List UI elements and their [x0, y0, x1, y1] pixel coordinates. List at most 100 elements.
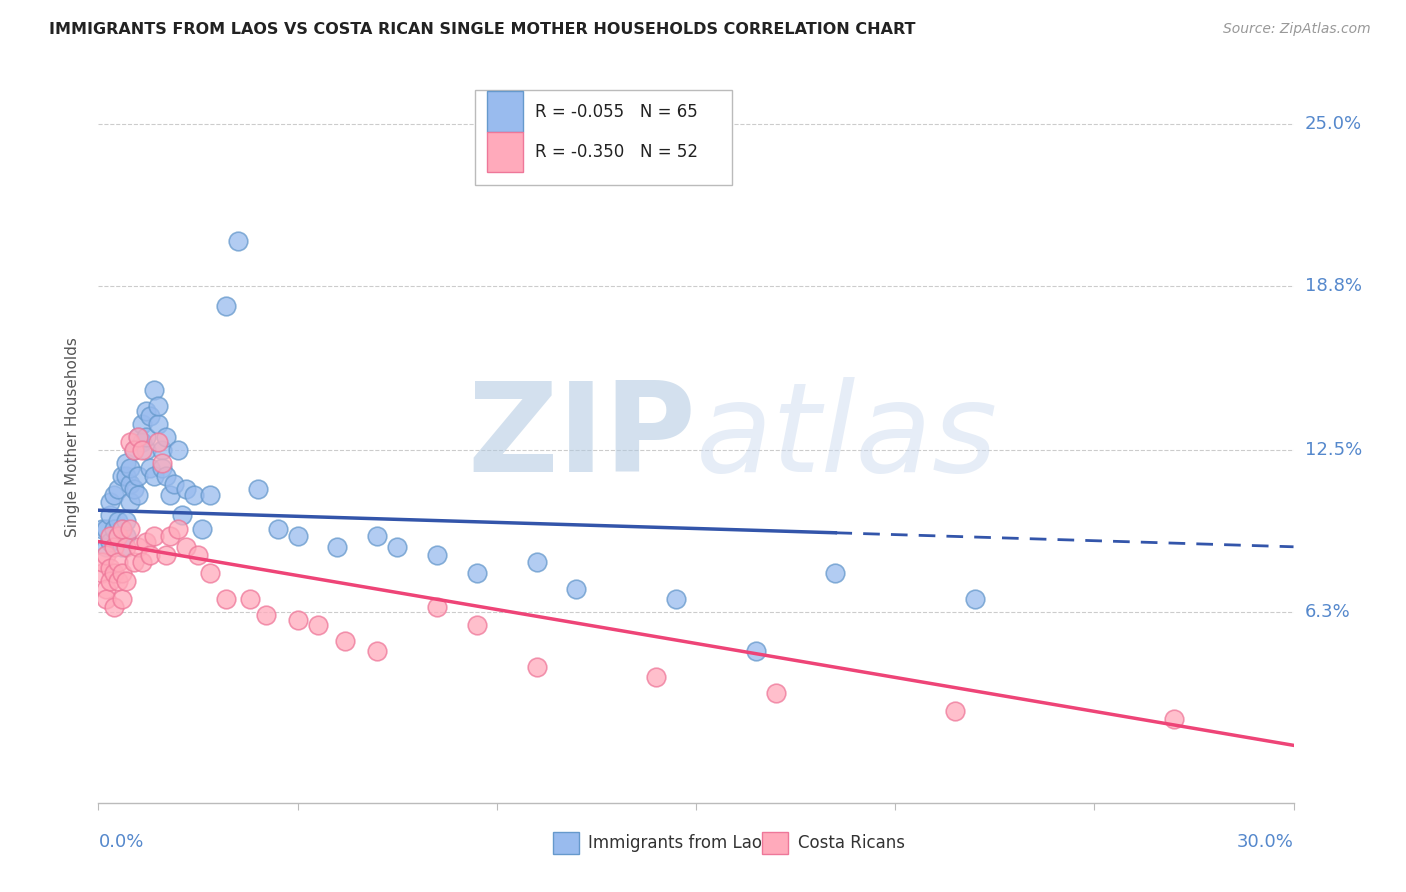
Point	[111, 469, 134, 483]
Point	[1163, 712, 1185, 726]
Point	[143, 469, 166, 483]
Point	[131, 435, 153, 450]
Text: Costa Ricans: Costa Ricans	[797, 834, 904, 852]
Point	[139, 461, 162, 475]
Point	[139, 548, 162, 562]
Point	[465, 618, 488, 632]
Point	[526, 660, 548, 674]
Point	[167, 521, 190, 535]
Bar	[553, 832, 579, 854]
Point	[107, 529, 129, 543]
Point	[174, 540, 197, 554]
Point	[150, 461, 173, 475]
Point	[120, 477, 142, 491]
Point	[98, 529, 122, 543]
Point	[426, 548, 449, 562]
Point	[267, 521, 290, 535]
Point	[174, 483, 197, 497]
Point	[963, 592, 986, 607]
Point	[107, 574, 129, 588]
Point	[107, 483, 129, 497]
Point	[172, 508, 194, 523]
Point	[120, 495, 142, 509]
Point	[98, 560, 122, 574]
Point	[91, 566, 114, 580]
Point	[115, 514, 138, 528]
Point	[163, 477, 186, 491]
Bar	[486, 132, 523, 172]
Point	[645, 670, 668, 684]
Point	[335, 633, 357, 648]
Point	[426, 599, 449, 614]
Point	[135, 534, 157, 549]
Point	[98, 495, 122, 509]
Point	[148, 399, 170, 413]
Text: 0.0%: 0.0%	[98, 833, 143, 851]
Point	[215, 300, 238, 314]
Point	[135, 404, 157, 418]
Point	[124, 443, 146, 458]
Text: 25.0%: 25.0%	[1305, 114, 1362, 133]
Point	[96, 582, 118, 596]
Point	[91, 556, 114, 570]
Point	[107, 529, 129, 543]
Point	[465, 566, 488, 580]
Point	[159, 529, 181, 543]
Point	[187, 548, 209, 562]
Point	[131, 417, 153, 431]
Bar	[486, 92, 523, 132]
FancyBboxPatch shape	[475, 90, 733, 185]
Point	[111, 521, 134, 535]
Point	[98, 534, 122, 549]
Point	[155, 430, 177, 444]
Text: R = -0.055   N = 65: R = -0.055 N = 65	[534, 103, 697, 120]
Point	[107, 556, 129, 570]
Point	[127, 430, 149, 444]
Point	[167, 443, 190, 458]
Point	[191, 521, 214, 535]
Point	[366, 529, 388, 543]
Point	[115, 469, 138, 483]
Text: R = -0.350   N = 52: R = -0.350 N = 52	[534, 143, 697, 161]
Y-axis label: Single Mother Households: Single Mother Households	[65, 337, 80, 537]
Point	[526, 556, 548, 570]
Point	[565, 582, 588, 596]
Point	[287, 613, 309, 627]
Text: ZIP: ZIP	[467, 376, 696, 498]
Point	[159, 487, 181, 501]
Point	[665, 592, 688, 607]
Point	[124, 483, 146, 497]
Point	[155, 469, 177, 483]
Point	[150, 443, 173, 458]
Point	[366, 644, 388, 658]
Point	[943, 705, 966, 719]
Point	[115, 540, 138, 554]
Point	[111, 521, 134, 535]
Point	[135, 430, 157, 444]
Text: IMMIGRANTS FROM LAOS VS COSTA RICAN SINGLE MOTHER HOUSEHOLDS CORRELATION CHART: IMMIGRANTS FROM LAOS VS COSTA RICAN SING…	[49, 22, 915, 37]
Point	[103, 566, 125, 580]
Point	[127, 430, 149, 444]
Point	[111, 566, 134, 580]
Point	[124, 556, 146, 570]
Point	[198, 487, 221, 501]
Point	[143, 529, 166, 543]
Point	[115, 529, 138, 543]
Point	[115, 456, 138, 470]
Point	[120, 461, 142, 475]
Point	[127, 487, 149, 501]
Point	[254, 607, 277, 622]
Text: atlas: atlas	[696, 376, 998, 498]
Point	[385, 540, 409, 554]
Text: Source: ZipAtlas.com: Source: ZipAtlas.com	[1223, 22, 1371, 37]
Point	[120, 521, 142, 535]
Point	[155, 548, 177, 562]
Point	[127, 540, 149, 554]
Point	[150, 456, 173, 470]
Point	[215, 592, 238, 607]
Point	[226, 234, 249, 248]
Point	[107, 514, 129, 528]
Point	[287, 529, 309, 543]
Point	[103, 521, 125, 535]
Point	[307, 618, 329, 632]
